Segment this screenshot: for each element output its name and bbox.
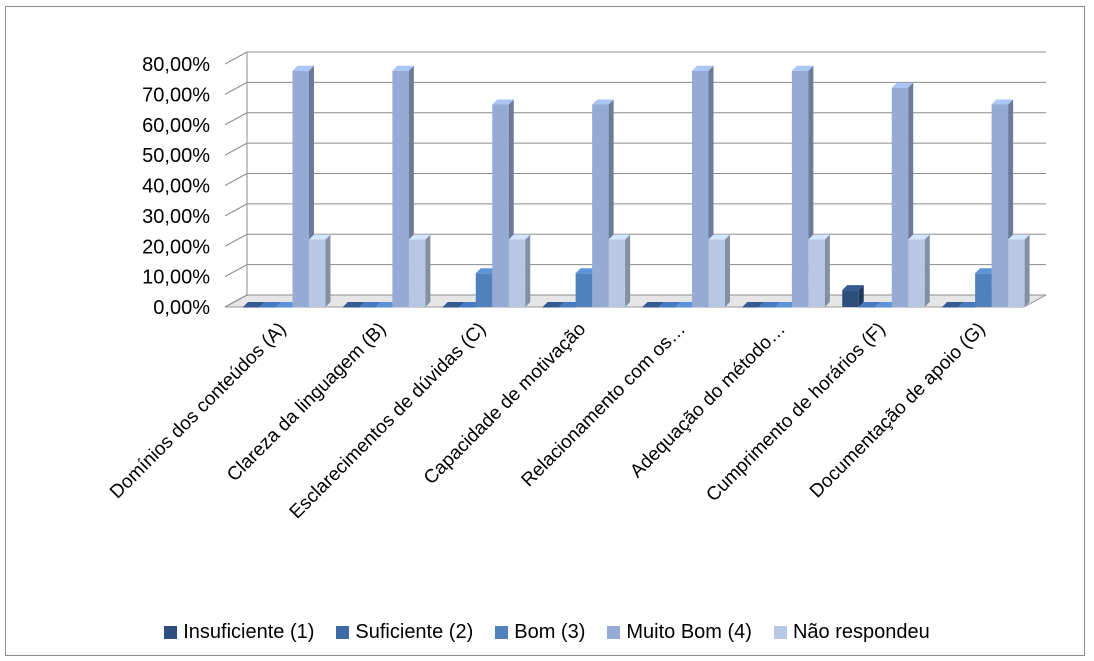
legend-label: Muito Bom (4) (626, 620, 752, 643)
bar (442, 302, 465, 308)
bar (808, 234, 830, 307)
legend: Insuficiente (1) Suficiente (2) Bom (3) Mui… (0, 618, 1094, 646)
bar (459, 302, 481, 308)
bar (708, 234, 730, 307)
legend-label: Bom (3) (514, 620, 586, 643)
y-axis-ticks: 0,00% 10,00% 20,00% 30,00% 40,00% 50,00% 60,00… (142, 54, 210, 319)
gridline-side (224, 233, 248, 247)
y-tick-label: 10,00% (142, 267, 210, 289)
bar (875, 302, 897, 308)
bar (642, 302, 664, 308)
legend-item: Suficiente (2) (336, 621, 473, 644)
y-tick-label: 20,00% (142, 236, 210, 258)
y-tick-label: 30,00% (142, 206, 210, 228)
x-category-label: Relacionamento com os… (518, 319, 690, 491)
bar (858, 302, 881, 308)
y-tick-label: 40,00% (142, 176, 210, 198)
bar (408, 234, 431, 307)
bar (675, 302, 697, 308)
bar (508, 234, 531, 307)
legend-item: Insuficiente (1) (164, 621, 314, 644)
bar (309, 234, 331, 307)
x-category-label: Esclarecimentos de dúvidas (C) (286, 319, 491, 524)
legend-swatch (495, 625, 509, 639)
gridline-side (224, 81, 248, 95)
bar (958, 302, 981, 308)
bar (608, 234, 631, 307)
legend-label: Suficiente (2) (355, 620, 474, 643)
x-category-label: Domínios dos conteúdos (A) (106, 319, 290, 503)
gridline-side (224, 51, 248, 65)
y-tick-label: 50,00% (142, 145, 210, 167)
bar (259, 302, 281, 308)
bar (375, 302, 398, 308)
legend-label: Insuficiente (1) (183, 620, 315, 643)
bar (276, 302, 298, 308)
bar (659, 302, 681, 308)
bar (842, 285, 864, 307)
gridline-side (224, 264, 248, 278)
legend-label: Não respondeu (792, 620, 930, 643)
legend-swatch (607, 625, 621, 639)
bar (342, 302, 365, 308)
bars (243, 65, 1030, 308)
gridline-side (224, 142, 248, 156)
bar (542, 302, 565, 308)
legend-swatch (164, 625, 178, 639)
legend-item: Muito Bom (4) (607, 621, 752, 644)
gridline-side (224, 173, 248, 186)
gridline-side (224, 294, 248, 308)
bar (758, 302, 781, 308)
x-category-label: Clareza da linguagem (B) (223, 319, 390, 486)
legend-swatch (773, 625, 787, 639)
legend-swatch (336, 625, 350, 639)
y-tick-label: 70,00% (142, 84, 210, 106)
bar (908, 234, 930, 307)
x-axis-categories: Domínios dos conteúdos (A)Clareza da lin… (106, 319, 989, 524)
legend-item: Não respondeu (773, 620, 930, 644)
bar (559, 302, 581, 308)
gridline-side (224, 203, 248, 217)
bar (742, 302, 764, 308)
bar (942, 302, 964, 308)
bar (359, 302, 381, 308)
x-category-label: Cumprimento de horários (F) (702, 319, 889, 506)
y-tick-label: 0,00% (153, 297, 210, 319)
y-tick-label: 60,00% (142, 115, 210, 137)
y-tick-label: 80,00% (142, 54, 210, 76)
gridline-side (224, 112, 248, 126)
legend-item: Bom (3) (495, 621, 585, 644)
bar (243, 302, 265, 308)
bar (1008, 234, 1030, 307)
x-category-label: Documentação de apoio (G) (806, 319, 990, 503)
bar (775, 302, 797, 308)
x-category-label: Capacidade de motivação (420, 319, 590, 489)
